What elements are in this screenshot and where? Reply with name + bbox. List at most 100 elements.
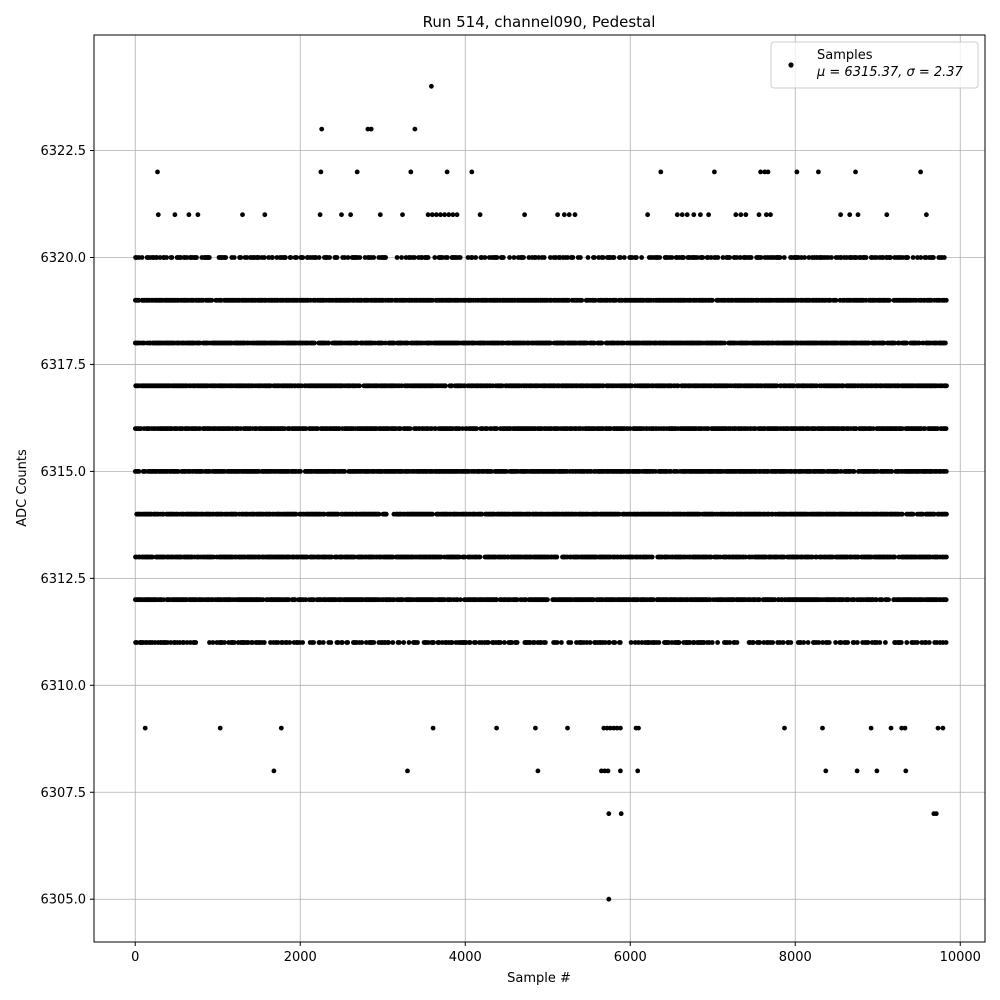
data-point (473, 640, 479, 645)
data-point (851, 469, 857, 474)
data-point (431, 640, 436, 645)
data-point (342, 469, 348, 474)
data-point (438, 554, 444, 560)
data-point (231, 640, 237, 645)
data-point (599, 340, 605, 346)
data-point (944, 511, 949, 517)
grid (94, 35, 985, 942)
data-point (770, 640, 776, 645)
data-point (355, 340, 360, 346)
data-point (494, 597, 500, 603)
data-point (602, 640, 608, 645)
data-point (676, 640, 682, 645)
data-point (591, 340, 597, 346)
data-point (502, 640, 507, 645)
data-point (675, 383, 681, 389)
data-point (722, 340, 727, 346)
data-point (943, 426, 949, 431)
data-point (709, 640, 715, 645)
data-point (509, 640, 515, 645)
data-point (479, 511, 485, 517)
data-point (449, 640, 455, 645)
data-point (260, 597, 266, 603)
data-point (898, 640, 904, 645)
data-point (559, 640, 564, 645)
data-point (708, 554, 714, 560)
data-point (287, 640, 293, 645)
data-point (275, 640, 281, 645)
data-point (701, 640, 707, 645)
data-point (415, 640, 420, 645)
data-point (934, 640, 940, 645)
data-point (477, 554, 483, 560)
data-point (881, 340, 887, 346)
data-point (889, 469, 895, 474)
data-point (210, 640, 216, 645)
data-point (494, 426, 500, 431)
data-point (715, 640, 720, 645)
data-point (923, 640, 929, 645)
data-point (141, 340, 147, 346)
data-point (617, 640, 623, 645)
data-point (943, 469, 949, 474)
data-points (132, 83, 949, 902)
data-point (628, 640, 634, 645)
data-point (734, 640, 740, 645)
data-point (838, 640, 844, 645)
data-point (851, 640, 857, 645)
data-point (317, 640, 323, 645)
data-point (407, 426, 413, 431)
data-point (886, 597, 891, 603)
data-point (743, 554, 749, 560)
data-point (312, 340, 317, 346)
data-point (390, 640, 396, 645)
data-point (401, 640, 407, 645)
data-point (430, 511, 435, 517)
data-point (339, 640, 345, 645)
data-point (653, 469, 658, 474)
data-point (649, 554, 655, 560)
data-point (944, 383, 949, 389)
data-point (222, 640, 227, 645)
data-point (357, 383, 362, 389)
data-point (293, 511, 299, 517)
data-point (855, 640, 860, 645)
data-point (462, 554, 468, 560)
data-point (303, 597, 309, 603)
data-point (261, 640, 267, 645)
data-point (300, 640, 305, 645)
data-point (532, 640, 537, 645)
data-point (245, 640, 251, 645)
data-point (298, 469, 303, 474)
data-point (904, 340, 909, 346)
data-point (543, 640, 548, 645)
data-point (899, 511, 905, 517)
data-point (870, 426, 876, 431)
data-point (877, 640, 883, 645)
data-point (566, 297, 572, 303)
data-point (791, 383, 797, 389)
data-point (904, 640, 910, 645)
data-point (250, 640, 255, 645)
data-point (168, 640, 174, 645)
data-point (474, 426, 480, 431)
data-point (406, 640, 412, 645)
data-point (826, 640, 832, 645)
data-point (184, 640, 190, 645)
data-point (943, 597, 949, 603)
data-point (883, 640, 888, 645)
data-point (292, 597, 298, 603)
data-point (311, 640, 316, 645)
data-point (181, 640, 187, 645)
data-point (801, 640, 807, 645)
data-point (548, 340, 553, 346)
data-point (943, 640, 949, 645)
data-point (892, 340, 897, 346)
data-point (498, 640, 503, 645)
data-point (383, 340, 388, 346)
data-point (436, 640, 442, 645)
data-point (816, 640, 822, 645)
data-point (617, 511, 622, 517)
data-point (359, 640, 365, 645)
